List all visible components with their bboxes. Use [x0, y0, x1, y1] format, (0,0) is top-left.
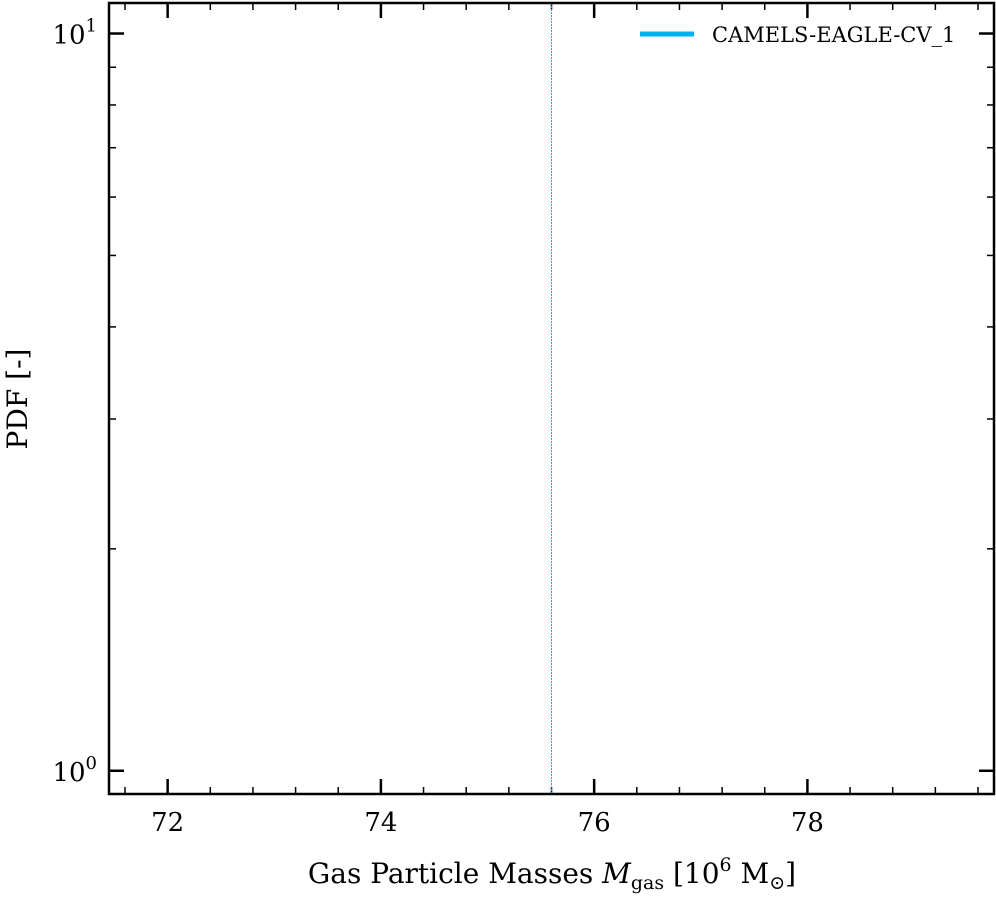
x-tick-label: 74: [364, 808, 397, 838]
x-tick-label: 72: [151, 808, 184, 838]
x-tick-label: 78: [791, 808, 824, 838]
y-tick-label: 101: [52, 16, 97, 51]
legend-label: CAMELS-EAGLE-CV_1: [712, 23, 955, 47]
legend: CAMELS-EAGLE-CV_1: [640, 23, 955, 47]
x-axis-label: Gas Particle Masses Mgas [106 M⊙]: [308, 854, 796, 894]
y-axis-label: PDF [-]: [1, 349, 34, 450]
x-tick-label: 76: [578, 808, 611, 838]
axes-frame: [107, 1, 996, 796]
ticks-layer: 72 74 76 78 100 101: [52, 3, 994, 838]
y-tick-label: 100: [52, 753, 97, 788]
